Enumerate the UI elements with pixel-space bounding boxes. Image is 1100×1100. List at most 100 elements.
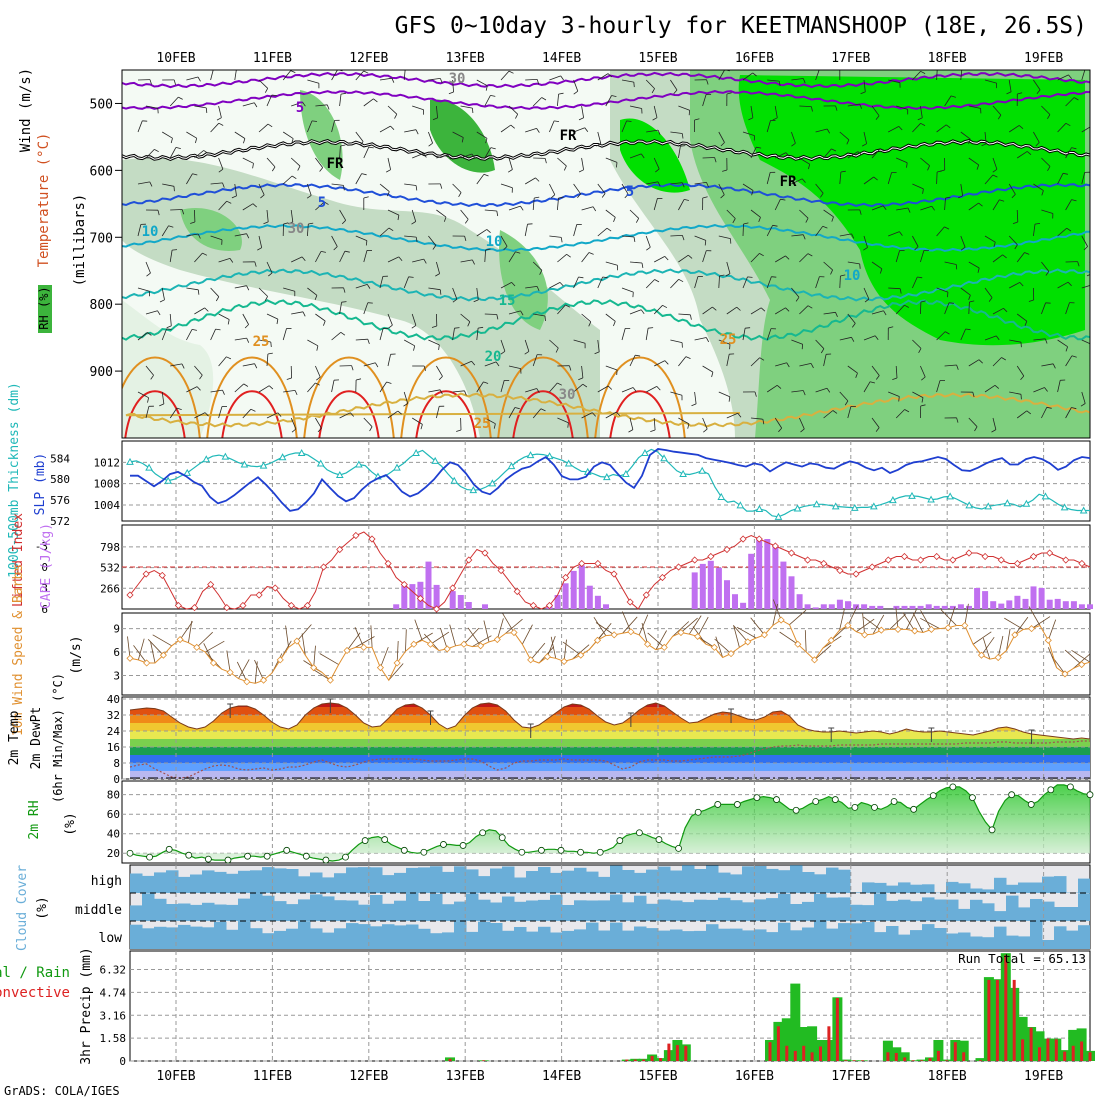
wind-barb xyxy=(476,328,479,341)
wind-barb xyxy=(447,154,451,160)
isotherm-line xyxy=(122,356,201,438)
wind-barb xyxy=(170,209,183,211)
cloud-cell xyxy=(226,929,239,949)
wind-barb xyxy=(1065,346,1068,352)
wind-barb xyxy=(408,276,414,278)
precip-convective-bar xyxy=(886,1052,890,1061)
wind-barb xyxy=(355,70,365,81)
precip-tick-label: 4.74 xyxy=(100,986,127,999)
wind-barb xyxy=(875,375,880,380)
wind-barb xyxy=(500,70,510,81)
rh2m-axis-title: 2m RH xyxy=(27,800,42,839)
lifted-index-point xyxy=(578,559,586,568)
rh-point xyxy=(988,826,996,834)
wind-barb xyxy=(456,429,462,432)
wind-barb xyxy=(355,173,363,185)
wind-barb xyxy=(411,221,416,225)
wind-barb xyxy=(799,305,809,315)
wind-barb xyxy=(483,620,490,642)
lifted-index-point xyxy=(432,605,441,613)
wind-barb xyxy=(161,328,167,341)
wind-barb xyxy=(557,197,559,211)
wind-barb xyxy=(629,153,642,159)
wind-barb xyxy=(439,389,443,395)
wind-barb xyxy=(331,120,335,133)
wind-barb xyxy=(712,306,717,311)
rh-tick-label: 20 xyxy=(107,847,120,860)
wind-barb xyxy=(169,407,178,419)
rh-point xyxy=(224,856,232,864)
cloud-cell xyxy=(142,893,155,921)
wind-barb xyxy=(1071,355,1077,358)
wind-barb xyxy=(1002,254,1007,259)
wind-barb xyxy=(204,412,209,417)
wind-barb xyxy=(578,377,584,381)
cloud-cell xyxy=(586,871,599,893)
wind-barb xyxy=(1065,407,1072,419)
wind-barb xyxy=(605,95,612,107)
wind-barb xyxy=(218,356,227,367)
wind-speed-point xyxy=(193,643,201,651)
wind-barb xyxy=(547,636,556,657)
wind-barb xyxy=(944,197,946,211)
wind-speed-point xyxy=(577,651,585,659)
cape-bar xyxy=(957,604,964,609)
cape-axis-title: CAPE (J/kg) xyxy=(39,523,54,609)
cloud-cell xyxy=(1078,878,1090,893)
lifted-index-point xyxy=(917,556,925,564)
wind-barb xyxy=(728,396,731,402)
wind-barb xyxy=(277,412,282,417)
wind-barb xyxy=(859,263,861,269)
wind-barb xyxy=(774,255,786,263)
wind-barb xyxy=(984,131,987,144)
wind-barb xyxy=(242,157,254,164)
wind-barb xyxy=(1081,126,1090,133)
thickness-point xyxy=(908,491,916,499)
wind-barb xyxy=(510,124,515,129)
rh-point xyxy=(479,829,487,837)
wind-speed-point xyxy=(543,653,551,661)
lifted-index-point xyxy=(174,601,182,610)
wind-barb xyxy=(415,185,418,191)
thickness-point xyxy=(850,503,859,511)
lifted-tick-label: 0 xyxy=(41,561,48,574)
wind-barb xyxy=(873,176,878,181)
wind-barb xyxy=(766,384,778,393)
date-label-bottom: 16FEB xyxy=(735,1069,774,1084)
wind-barb xyxy=(1089,364,1090,367)
lifted-index-point xyxy=(1013,559,1021,568)
wind-speed-point xyxy=(994,653,1002,662)
wind-barb xyxy=(387,313,393,326)
cloud-cell xyxy=(322,932,335,949)
wind-barb xyxy=(904,304,909,308)
wind-barb xyxy=(1047,114,1051,120)
wind-barb xyxy=(1016,151,1028,159)
wind-barb xyxy=(196,631,213,648)
wind-barb xyxy=(493,423,496,429)
cloud-cell xyxy=(142,875,155,893)
cloud-cell xyxy=(994,926,1007,949)
wind-barb xyxy=(678,417,690,425)
rh-fill-high xyxy=(620,118,690,193)
wind-speed-point xyxy=(777,616,785,624)
wind-speed-point xyxy=(176,635,184,644)
temp-band xyxy=(130,747,1090,755)
wind-barb xyxy=(340,144,346,147)
cloud-cell xyxy=(898,882,911,893)
cloud-cell xyxy=(538,867,551,893)
rh-point xyxy=(694,808,702,816)
wind-barb xyxy=(197,233,201,239)
cloud-cell xyxy=(1054,907,1067,921)
cloud-cell xyxy=(358,904,371,921)
wind-barb xyxy=(601,193,606,198)
wind-barb xyxy=(874,335,879,340)
wind-barb xyxy=(573,276,579,289)
temp-band xyxy=(130,723,1090,731)
wind-barb xyxy=(622,611,632,632)
wind-barb xyxy=(645,279,655,289)
lifted-index-point xyxy=(675,563,683,571)
cloud-cell xyxy=(430,866,443,893)
thickness-point xyxy=(965,501,974,509)
wind-barb xyxy=(428,287,441,291)
